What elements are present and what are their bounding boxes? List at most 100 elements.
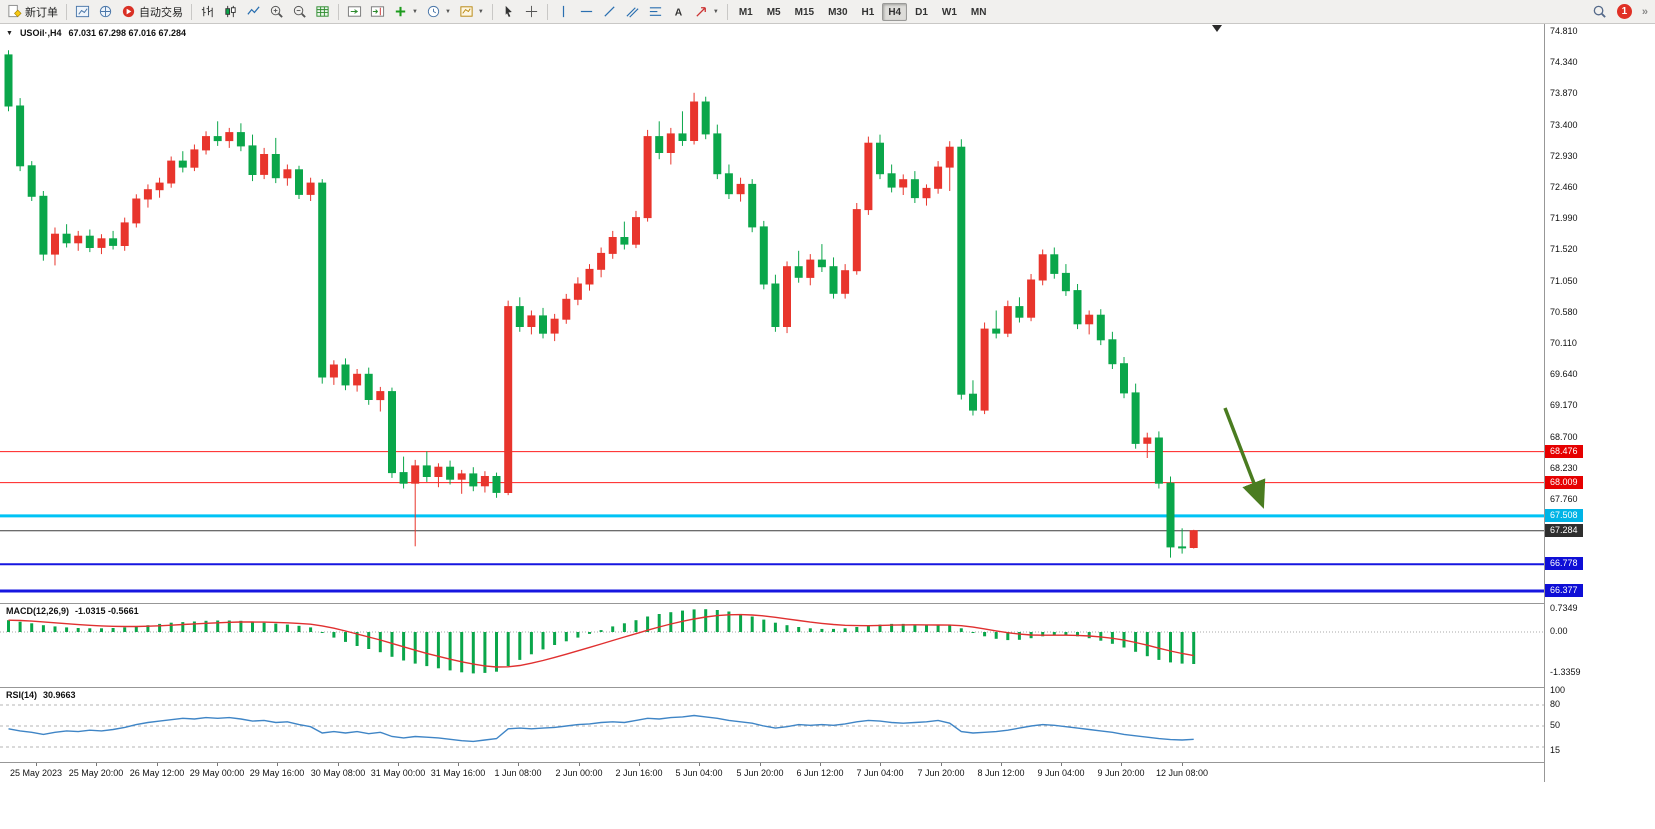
price-tick: 69.170 (1550, 400, 1578, 410)
template-icon (460, 6, 473, 17)
time-label: 9 Jun 20:00 (1097, 768, 1145, 778)
timeframe-M1[interactable]: M1 (733, 3, 759, 21)
zoom-in-icon (270, 5, 283, 18)
price-tick: 67.760 (1550, 494, 1578, 504)
toolbar: 新订单 自动交易 (0, 0, 1655, 24)
toolbar-overflow-chevron[interactable]: » (1641, 5, 1648, 18)
bar-chart-button[interactable] (196, 2, 219, 22)
rsi-axis-tick: 15 (1550, 745, 1561, 755)
chart-shift-button[interactable] (366, 2, 389, 22)
rsi-axis-tick: 100 (1550, 685, 1566, 695)
zoom-in-button[interactable] (265, 2, 288, 22)
svg-text:A: A (675, 7, 683, 18)
crosshair-button[interactable] (520, 2, 543, 22)
toolbar-separator (191, 3, 192, 20)
macd-axis-tick: -1.3359 (1550, 667, 1581, 677)
candlestick-chart (0, 50, 1544, 593)
annotation-arrow[interactable] (1223, 407, 1266, 509)
vertical-line-button[interactable] (552, 2, 575, 22)
text-icon: A (675, 7, 683, 18)
timeframe-M15[interactable]: M15 (789, 3, 820, 21)
channel-button[interactable] (621, 2, 644, 22)
time-tick (880, 763, 881, 766)
line-chart-button[interactable] (242, 2, 265, 22)
text-button[interactable]: A (667, 2, 690, 22)
horizontal-line-button[interactable] (575, 2, 598, 22)
fibonacci-icon (649, 7, 661, 16)
timeframe-M5[interactable]: M5 (761, 3, 787, 21)
time-tick (277, 763, 278, 766)
navigator-button[interactable] (94, 2, 117, 22)
macd-panel[interactable]: MACD(12,26,9) -1.0315 -0.5661 (0, 603, 1544, 686)
chart-dropdown-icon[interactable]: ▼ (6, 29, 13, 37)
candlestick-icon (225, 5, 236, 18)
trendline-button[interactable] (598, 2, 621, 22)
cursor-icon (505, 5, 512, 17)
time-label: 7 Jun 04:00 (856, 768, 904, 778)
price-tick: 72.930 (1550, 151, 1578, 161)
timeframe-H1[interactable]: H1 (856, 3, 881, 21)
auto-scroll-button[interactable] (343, 2, 366, 22)
toolbar-right: 1 » (1592, 4, 1652, 19)
macd-chart (0, 609, 1544, 674)
charts-button[interactable] (71, 2, 94, 22)
macd-histogram (7, 609, 1196, 674)
chart-shift-marker[interactable] (1212, 25, 1222, 32)
time-tick (398, 763, 399, 766)
time-label: 5 Jun 04:00 (675, 768, 723, 778)
trendline-icon (604, 6, 615, 17)
timeframe-M30[interactable]: M30 (822, 3, 853, 21)
time-tick (1121, 763, 1122, 766)
time-tick (157, 763, 158, 766)
price-axis[interactable]: 74.810 74.340 73.870 73.400 72.930 72.460 71.9… (1544, 24, 1655, 782)
add-indicator-button[interactable]: ▼ (389, 2, 422, 22)
horizontal-price-lines[interactable] (0, 451, 1544, 593)
navigator-icon (99, 5, 112, 18)
add-indicator-icon (395, 6, 406, 17)
auto-trading-button[interactable]: 自动交易 (117, 2, 187, 22)
rsi-axis-tick: 80 (1550, 699, 1561, 709)
notification-badge[interactable]: 1 (1616, 4, 1632, 19)
main-chart[interactable]: ▼ USOil·,H4 67.031 67.298 67.016 67.284 (0, 24, 1544, 602)
rsi-panel[interactable]: RSI(14) 30.9663 (0, 687, 1544, 762)
new-order-label: 新订单 (25, 6, 58, 19)
cursor-button[interactable] (497, 2, 520, 22)
templates-button[interactable]: ▼ (455, 2, 488, 22)
toolbar-separator (726, 3, 728, 20)
chevron-down-icon: ▼ (444, 8, 451, 15)
time-tick (1182, 763, 1183, 766)
price-tag: 68.476 (1545, 445, 1583, 458)
toolbar-separator (546, 3, 548, 20)
timeframe-W1[interactable]: W1 (936, 3, 963, 21)
price-tick: 71.050 (1550, 276, 1578, 286)
bar-chart-icon (201, 5, 213, 18)
search-icon[interactable] (1592, 4, 1607, 19)
horizontal-line-icon (580, 10, 592, 13)
timeframe-H4[interactable]: H4 (882, 3, 908, 22)
grid-button[interactable] (311, 2, 334, 22)
timeframe-MN[interactable]: MN (965, 3, 993, 21)
time-tick (96, 763, 97, 766)
time-label: 29 May 00:00 (189, 768, 245, 778)
new-order-button[interactable]: 新订单 (3, 2, 62, 22)
arrows-button[interactable]: ▼ (690, 2, 723, 22)
chart-window-icon (75, 5, 90, 18)
timeframe-D1[interactable]: D1 (909, 3, 934, 21)
new-order-icon (8, 4, 22, 18)
time-label: 25 May 2023 (9, 768, 63, 778)
time-tick (1001, 763, 1002, 766)
zoom-out-button[interactable] (288, 2, 311, 22)
time-axis[interactable]: 25 May 2023 25 May 20:00 26 May 12:00 29 Ma… (0, 762, 1544, 783)
candlestick-button[interactable] (219, 2, 242, 22)
arrow-tool-icon (696, 7, 706, 17)
time-label: 29 May 16:00 (249, 768, 305, 778)
toolbar-separator (338, 3, 339, 20)
auto-scroll-icon (347, 6, 362, 17)
fibonacci-button[interactable] (644, 2, 667, 22)
periods-button[interactable]: ▼ (422, 2, 455, 22)
time-tick (458, 763, 459, 766)
channel-icon (626, 7, 639, 18)
time-label: 7 Jun 20:00 (917, 768, 965, 778)
toolbar-separator (491, 3, 493, 20)
